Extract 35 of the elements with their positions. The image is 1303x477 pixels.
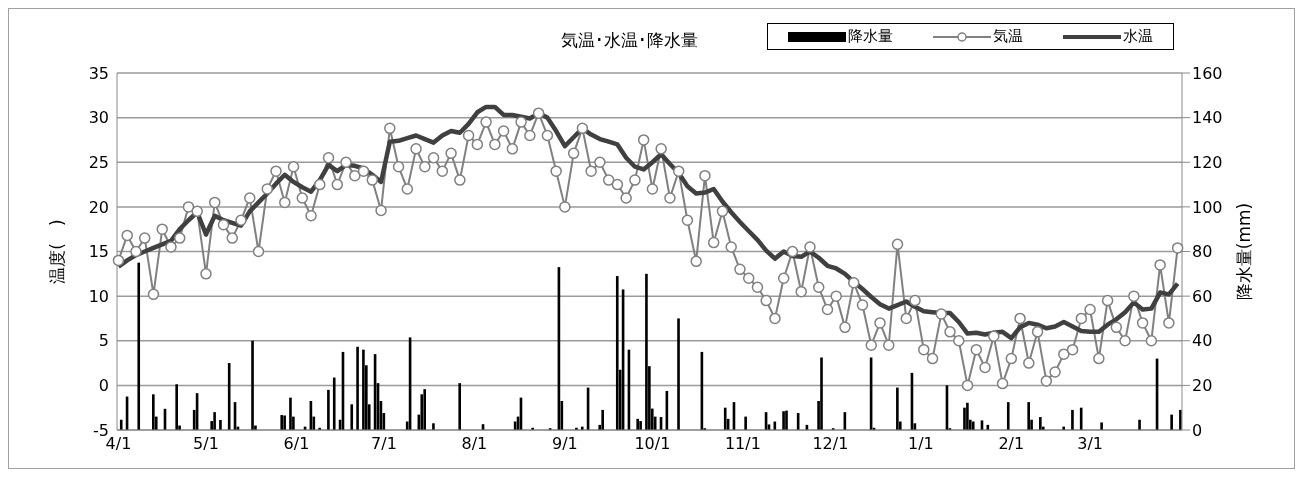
legend-label: 降水量 bbox=[848, 27, 893, 46]
x-tick-label: 9/1 bbox=[552, 434, 578, 454]
y2-tick-label: 0 bbox=[1192, 420, 1203, 440]
y2-tick-label: 80 bbox=[1192, 242, 1213, 262]
y-tick-label: 20 bbox=[88, 197, 109, 217]
y-axis-title: 温度( ) bbox=[47, 219, 68, 284]
x-tick-label: 1/1 bbox=[907, 434, 934, 454]
y2-tick-label: 20 bbox=[1192, 376, 1213, 396]
y-tick-label: 10 bbox=[88, 286, 109, 306]
legend-label: 気温 bbox=[993, 27, 1023, 46]
x-tick-label: 11/1 bbox=[724, 434, 761, 454]
x-tick-label: 12/1 bbox=[812, 434, 849, 454]
y-tick-label: -5 bbox=[93, 420, 109, 440]
x-tick-label: 8/1 bbox=[461, 434, 488, 454]
legend-label: 水温 bbox=[1123, 27, 1153, 46]
y2-tick-label: 40 bbox=[1192, 331, 1213, 351]
chart-title: 気温･水温･降水量 bbox=[559, 29, 699, 52]
x-tick-label: 2/1 bbox=[998, 434, 1025, 454]
y2-tick-label: 100 bbox=[1192, 197, 1223, 217]
y2-tick-label: 160 bbox=[1192, 63, 1223, 83]
x-tick-label: 5/1 bbox=[193, 434, 219, 454]
y2-tick-label: 120 bbox=[1192, 152, 1223, 172]
y2-tick-label: 60 bbox=[1192, 286, 1213, 306]
y-tick-label: 5 bbox=[98, 331, 109, 351]
y2-tick-label: 140 bbox=[1192, 108, 1223, 128]
y-tick-label: 15 bbox=[88, 242, 109, 262]
y-tick-label: 35 bbox=[88, 63, 109, 83]
y2-axis-title: 降水量(mm) bbox=[1234, 202, 1255, 301]
y-tick-label: 30 bbox=[88, 108, 109, 128]
x-tick-label: 6/1 bbox=[283, 434, 310, 454]
x-tick-label: 3/1 bbox=[1077, 434, 1103, 454]
x-tick-label: 10/1 bbox=[634, 434, 671, 454]
y-tick-label: 25 bbox=[88, 152, 109, 172]
x-tick-label: 7/1 bbox=[371, 434, 397, 454]
y-tick-label: 0 bbox=[98, 376, 109, 396]
